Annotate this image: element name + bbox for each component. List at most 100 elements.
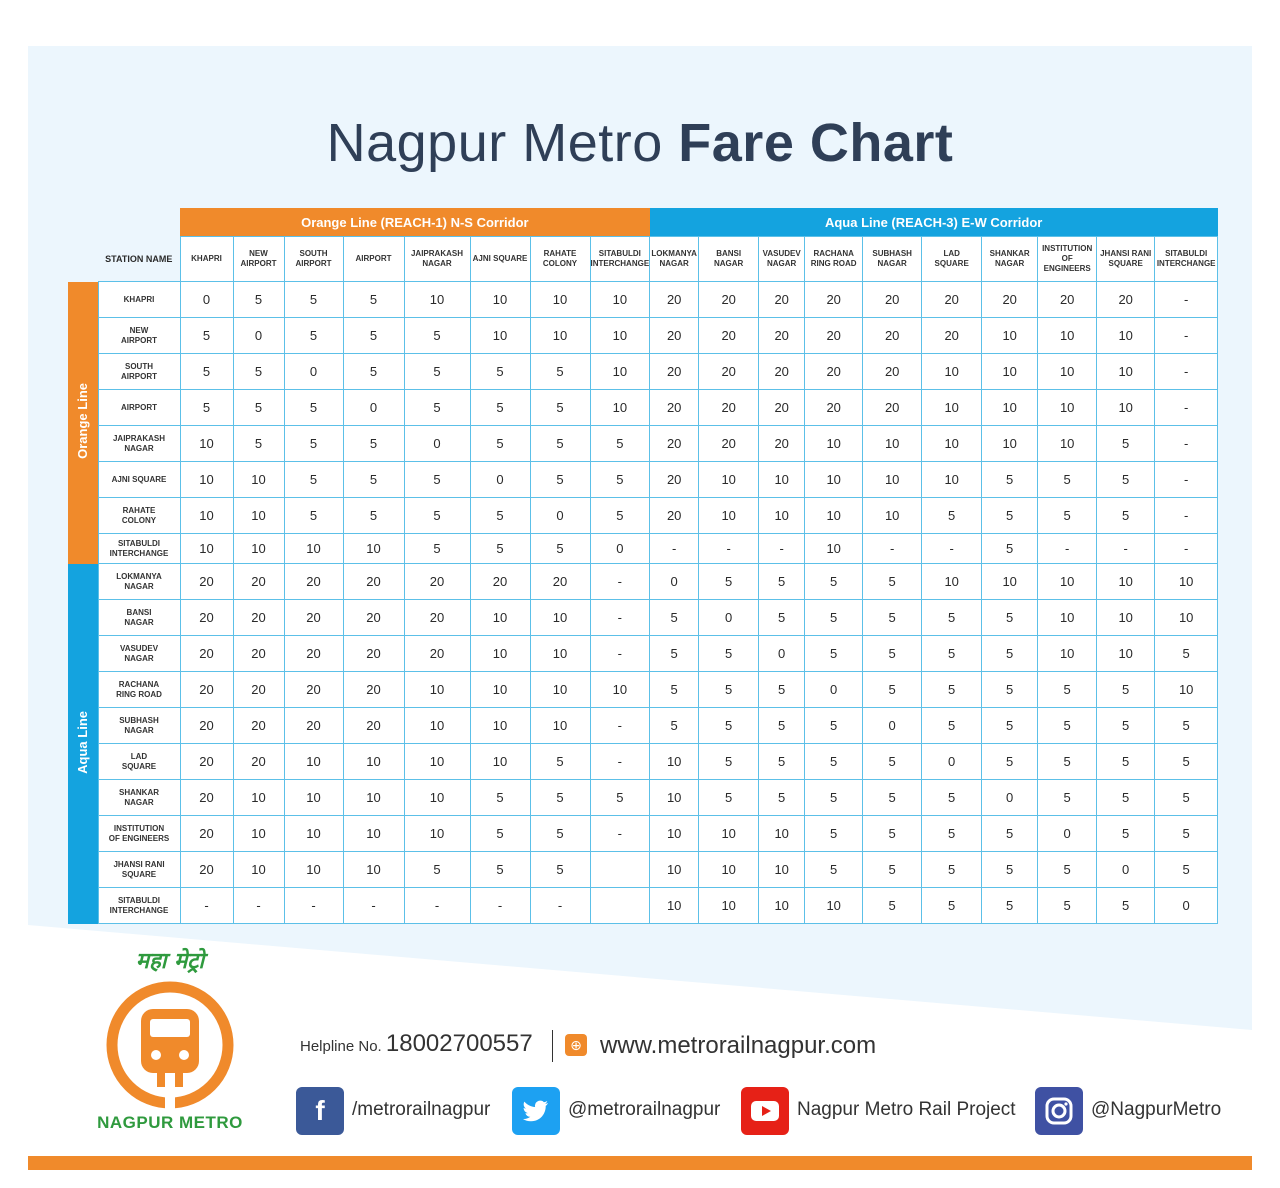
label-line: AIRPORT	[240, 259, 277, 268]
fare-cell: 10	[529, 635, 591, 672]
fare-cell: 5	[804, 635, 864, 672]
fare-cell: 20	[232, 635, 285, 672]
fare-cell: 10	[698, 815, 760, 852]
fare-cell: 5	[283, 317, 344, 354]
fare-cell: 5	[283, 281, 344, 318]
label-line: NEW	[129, 325, 149, 335]
column-header: BANSI NAGAR	[698, 236, 760, 282]
fare-cell: 20	[804, 281, 864, 318]
fare-cell: 10	[758, 461, 806, 498]
label-line: AIRPORT	[295, 259, 332, 268]
fare-cell: 20	[758, 353, 806, 390]
table-row: NEW AIRPORT 5 0 5 5 5 10 10 10 20 20 20 20 20 20 10 10 10-	[68, 317, 1219, 354]
label-line: NAGAR	[767, 259, 797, 268]
fare-cell: 10	[1096, 353, 1156, 390]
bottom-accent-bar	[28, 1156, 1252, 1170]
fare-cell: 5	[862, 599, 923, 636]
column-header: VASUDEV NAGAR	[758, 236, 806, 282]
label-line: INSTITUTION	[113, 823, 165, 833]
fare-cell: 10	[1037, 635, 1098, 672]
fare-cell: 0	[403, 425, 471, 462]
fare-cell: 5	[921, 635, 983, 672]
facebook-label: /metrorailnagpur	[352, 1099, 491, 1120]
fare-cell: 5	[758, 743, 806, 780]
helpline: Helpline No. 18002700557	[300, 1030, 533, 1058]
fare-cell: 5	[1037, 851, 1098, 888]
fare-cell: 5	[232, 425, 285, 462]
fare-cell: 20	[232, 563, 285, 600]
fare-cell: 10	[698, 461, 760, 498]
column-header: SITABULDI INTERCHANGE	[1154, 236, 1219, 282]
label-line: INTERCHANGE	[109, 548, 169, 558]
fare-cell: -	[342, 887, 405, 924]
fare-cell: 20	[283, 599, 344, 636]
fare-cell: 20	[649, 425, 700, 462]
table-row: LAD SQUARE 20 20 10 10 10 10 5-10 5 5 5 5 0 5 5 5 5	[68, 743, 1219, 780]
nagpur-metro-text: NAGPUR METRO	[97, 1113, 243, 1132]
fare-cell: 10	[283, 533, 344, 564]
column-header: SUBHASH NAGAR	[862, 236, 923, 282]
label-line: KHAPRI	[191, 254, 222, 263]
fare-cell: 20	[921, 281, 983, 318]
row-station-name: AJNI SQUARE	[97, 461, 181, 498]
fare-cell: 10	[649, 887, 700, 924]
fare-cell: 10	[283, 851, 344, 888]
fare-cell: 5	[179, 389, 234, 426]
table-row: SHANKAR NAGAR 20 10 10 10 10 5 5 5 10 5 5 5 5 5 0 5 5 5	[68, 779, 1219, 816]
label-line: JHANSI RANI	[1100, 249, 1152, 258]
fare-cell: 5	[1096, 497, 1156, 534]
fare-cell: 5	[1154, 707, 1219, 744]
column-header: JAIPRAKASH NAGAR	[403, 236, 471, 282]
fare-cell: 10	[529, 281, 591, 318]
column-header-row: STATION NAME KHAPRI NEW AIRPORT SOUTH AIRPORT…	[68, 236, 1219, 282]
column-header: AJNI SQUARE	[469, 236, 531, 282]
fare-cell: 5	[1037, 743, 1098, 780]
fare-cell: 10	[283, 743, 344, 780]
fare-cell: 20	[232, 599, 285, 636]
fare-cell: 10	[921, 563, 983, 600]
fare-cell: 10	[1154, 599, 1219, 636]
fare-cell	[589, 887, 651, 924]
label-line: AIRPORT	[121, 371, 157, 381]
youtube-label: Nagpur Metro Rail Project	[797, 1099, 1016, 1120]
fare-cell: 10	[179, 497, 234, 534]
fare-cell: 20	[698, 317, 760, 354]
fare-cell: 5	[649, 635, 700, 672]
title-bold: Fare Chart	[678, 113, 954, 173]
fare-cell: 10	[981, 389, 1039, 426]
table-row: SITABULDI INTERCHANGE 10 10 10 10 5 5 5 0- - -10- -5…	[68, 533, 1219, 564]
fare-cell: 5	[342, 353, 405, 390]
column-header: SHANKAR NAGAR	[981, 236, 1039, 282]
fare-cell: 20	[179, 563, 234, 600]
website-link[interactable]: www.metrorailnagpur.com	[600, 1032, 877, 1059]
label-line: NAGAR	[659, 259, 689, 268]
label-line: SQUARE	[121, 761, 157, 771]
fare-cell: 10	[589, 389, 651, 426]
fare-cell: 20	[862, 317, 923, 354]
fare-cell: 10	[469, 317, 531, 354]
fare-cell: 5	[921, 707, 983, 744]
fare-cell: 10	[1037, 389, 1098, 426]
fare-cell: 5	[758, 563, 806, 600]
fare-cell	[589, 851, 651, 888]
label-line: LAD	[130, 751, 148, 761]
label-line: AJNI SQUARE	[111, 474, 167, 484]
helpline-number[interactable]: 18002700557	[385, 1030, 533, 1057]
fare-cell: 10	[232, 461, 285, 498]
fare-cell: -	[1154, 317, 1219, 354]
label-line: AIRPORT	[121, 335, 157, 345]
label-line: VASUDEV	[119, 643, 159, 653]
fare-cell: 5	[1037, 887, 1098, 924]
fare-cell: 10	[529, 599, 591, 636]
label-line: JAIPRAKASH	[410, 249, 463, 258]
fare-cell: 5	[469, 533, 531, 564]
fare-table: Orange Line (REACH-1) N-S Corridor Aqua L…	[68, 208, 1219, 924]
fare-cell: 5	[698, 563, 760, 600]
fare-cell: 10	[921, 461, 983, 498]
fare-cell: 5	[1037, 779, 1098, 816]
fare-cell: 10	[1037, 317, 1098, 354]
fare-cell: 20	[283, 671, 344, 708]
table-row: Aqua Line LOKMANYA NAGAR 20 20 20 20 20 20 20-0 5 5…	[68, 563, 1219, 924]
station-name-header: STATION NAME	[105, 253, 173, 264]
aqua-line-side-label: Aqua Line	[68, 563, 98, 924]
